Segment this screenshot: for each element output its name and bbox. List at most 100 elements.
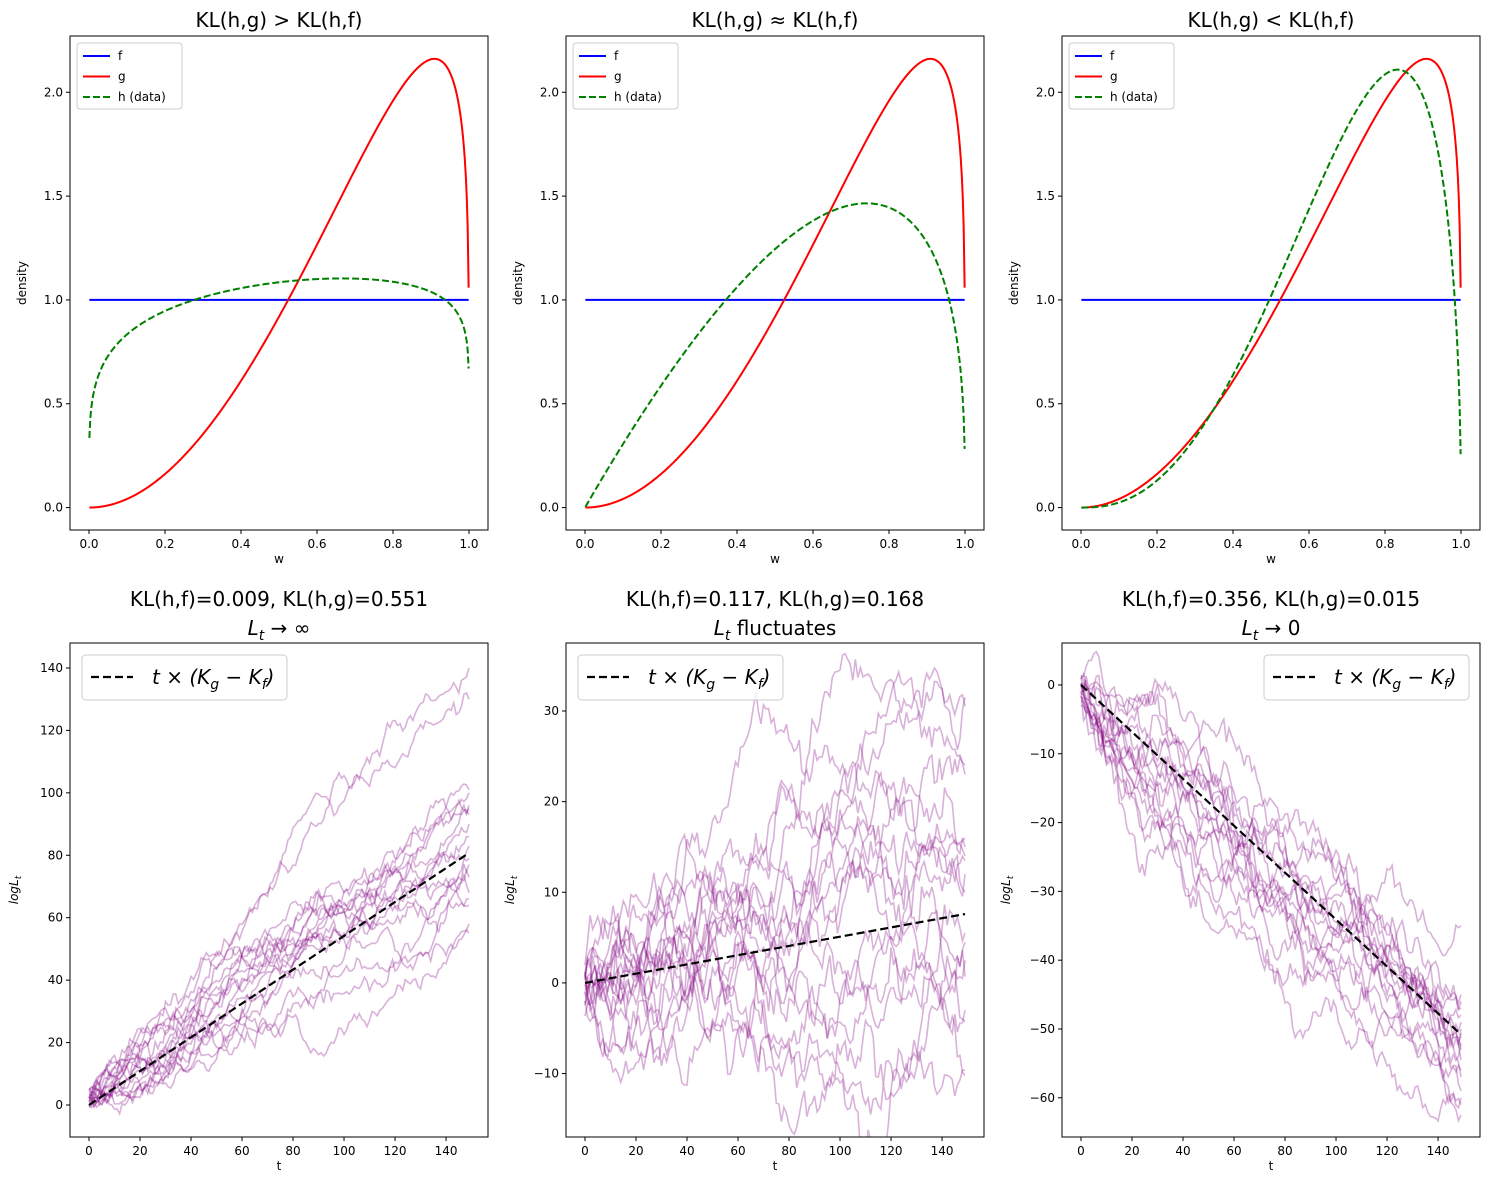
subtitle-sub: t [725, 628, 731, 644]
series-line-h-data [88, 277, 470, 438]
random-walk-path [1080, 685, 1462, 1105]
random-walk-path [584, 828, 966, 1004]
y-tick-label: 2.0 [540, 85, 559, 99]
legend: t × (Kg − Kf) [81, 654, 288, 701]
legend: fg h (data) [76, 42, 183, 110]
y-tick-label: −40 [1030, 953, 1055, 967]
x-tick-label: 0.0 [1071, 537, 1090, 551]
x-tick-label: 140 [1427, 1144, 1450, 1158]
random-walk-path [88, 928, 470, 1106]
y-axis-label: logLt [999, 875, 1016, 904]
x-tick-label: 40 [679, 1144, 694, 1158]
x-tick-label: 1.0 [459, 537, 478, 551]
x-tick-label: 120 [880, 1144, 903, 1158]
random-walk-path [584, 935, 966, 1091]
random-walk-path [1080, 680, 1462, 1092]
random-walk-path [88, 691, 470, 1109]
random-walk-path [88, 802, 470, 1099]
x-tick-label: 0.4 [727, 537, 746, 551]
x-tick-label: 0.6 [307, 537, 326, 551]
x-tick-label: 0.4 [1223, 537, 1242, 551]
legend: fg h (data) [1068, 42, 1175, 110]
x-tick-label: 0.2 [651, 537, 670, 551]
subplot-subtitle: Lt fluctuates [714, 616, 837, 644]
subplot-title: KL(h,f)=0.356, KL(h,g)=0.015 [1122, 587, 1420, 611]
subplot-title: KL(h,f)=0.117, KL(h,g)=0.168 [626, 587, 924, 611]
random-walk-path [88, 823, 470, 1106]
y-tick-label: 0.0 [540, 501, 559, 515]
x-tick-label: 20 [628, 1144, 643, 1158]
legend-label: t × (Kg − Kf) [152, 665, 274, 693]
y-tick-label: 20 [544, 795, 559, 809]
y-tick-label: 0 [551, 976, 559, 990]
subplot-title: KL(h,g) < KL(h,f) [1187, 8, 1354, 32]
subplot-2: 0.0 0.2 0.4 0.6 0.8 1.0 0.0 0.5 1.0 1.5 2.0 w densit… [511, 8, 985, 566]
random-walk-path [584, 669, 966, 1007]
random-walk-path [88, 667, 470, 1094]
legend-sub: f [1444, 677, 1451, 693]
y-tick-label: 20 [48, 1036, 63, 1050]
legend-part: t × (K [648, 665, 708, 689]
y-axis-label: logLt [7, 875, 24, 904]
subtitle-var: L [1242, 616, 1253, 640]
random-walk-path [1080, 691, 1462, 1061]
random-walk-path [88, 863, 470, 1116]
x-tick-label: 0 [85, 1144, 93, 1158]
random-walk-path [1080, 683, 1462, 1066]
x-tick-label: 1.0 [1451, 537, 1470, 551]
x-tick-label: 100 [829, 1144, 852, 1158]
legend-box [76, 42, 183, 110]
subplot-3: 0.0 0.2 0.4 0.6 0.8 1.0 0.0 0.5 1.0 1.5 2.0 w densit… [1007, 8, 1481, 566]
random-walk-path [88, 888, 470, 1099]
subplot-title: KL(h,f)=0.009, KL(h,g)=0.551 [130, 587, 428, 611]
random-walk-path [584, 778, 966, 1023]
y-tick-label: 0.0 [44, 501, 63, 515]
legend-box [572, 42, 679, 110]
legend-box [1068, 42, 1175, 110]
random-walk-path [584, 851, 966, 991]
subplot-4: 0 20 40 60 80 100 120 140020406080100120140tlog… [7, 587, 489, 1173]
x-tick-label: 120 [1376, 1144, 1399, 1158]
x-tick-label: 0 [1077, 1144, 1085, 1158]
x-tick-label: 60 [1226, 1144, 1241, 1158]
random-walk-path [1080, 683, 1462, 1079]
legend-part: − K [715, 665, 759, 689]
legend-label: t × (Kg − Kf) [648, 665, 770, 693]
y-tick-label: 80 [48, 848, 63, 862]
y-tick-label: 10 [544, 885, 559, 899]
x-tick-label: 80 [285, 1144, 300, 1158]
random-walk-path [584, 823, 966, 1066]
y-tick-label: 140 [40, 661, 63, 675]
plot-area [88, 57, 470, 509]
x-tick-label: 140 [931, 1144, 954, 1158]
y-axis-label: logLt [503, 875, 520, 904]
subtitle-sub: t [259, 628, 265, 644]
random-walk-path [584, 680, 966, 1017]
y-tick-label: 2.0 [44, 85, 63, 99]
axes-frame [565, 642, 985, 1138]
series-line-g [89, 57, 470, 509]
series-line-g [585, 57, 966, 509]
y-axis-label: density [15, 261, 29, 305]
x-tick-label: 0.0 [575, 537, 594, 551]
x-tick-label: 100 [333, 1144, 356, 1158]
y-tick-label: 1.0 [540, 293, 559, 307]
legend-part: − K [219, 665, 263, 689]
x-tick-label: 0.2 [1147, 537, 1166, 551]
legend-box [81, 654, 288, 701]
legend: fg h (data) [572, 42, 679, 110]
legend-label: h (data) [614, 90, 662, 104]
random-walk-path [1080, 677, 1462, 1007]
random-walk-path [584, 822, 966, 1039]
legend-label: g [614, 70, 622, 84]
y-tick-label: −10 [534, 1067, 559, 1081]
legend-label: f [118, 49, 123, 63]
legend-sub: f [758, 677, 765, 693]
y-axis-label-main: logL [999, 879, 1013, 904]
plot-area [88, 667, 470, 1116]
random-walk-path [88, 872, 470, 1105]
random-walk-path [88, 783, 470, 1104]
axes-frame [565, 35, 985, 531]
x-axis-label: w [1266, 552, 1276, 566]
